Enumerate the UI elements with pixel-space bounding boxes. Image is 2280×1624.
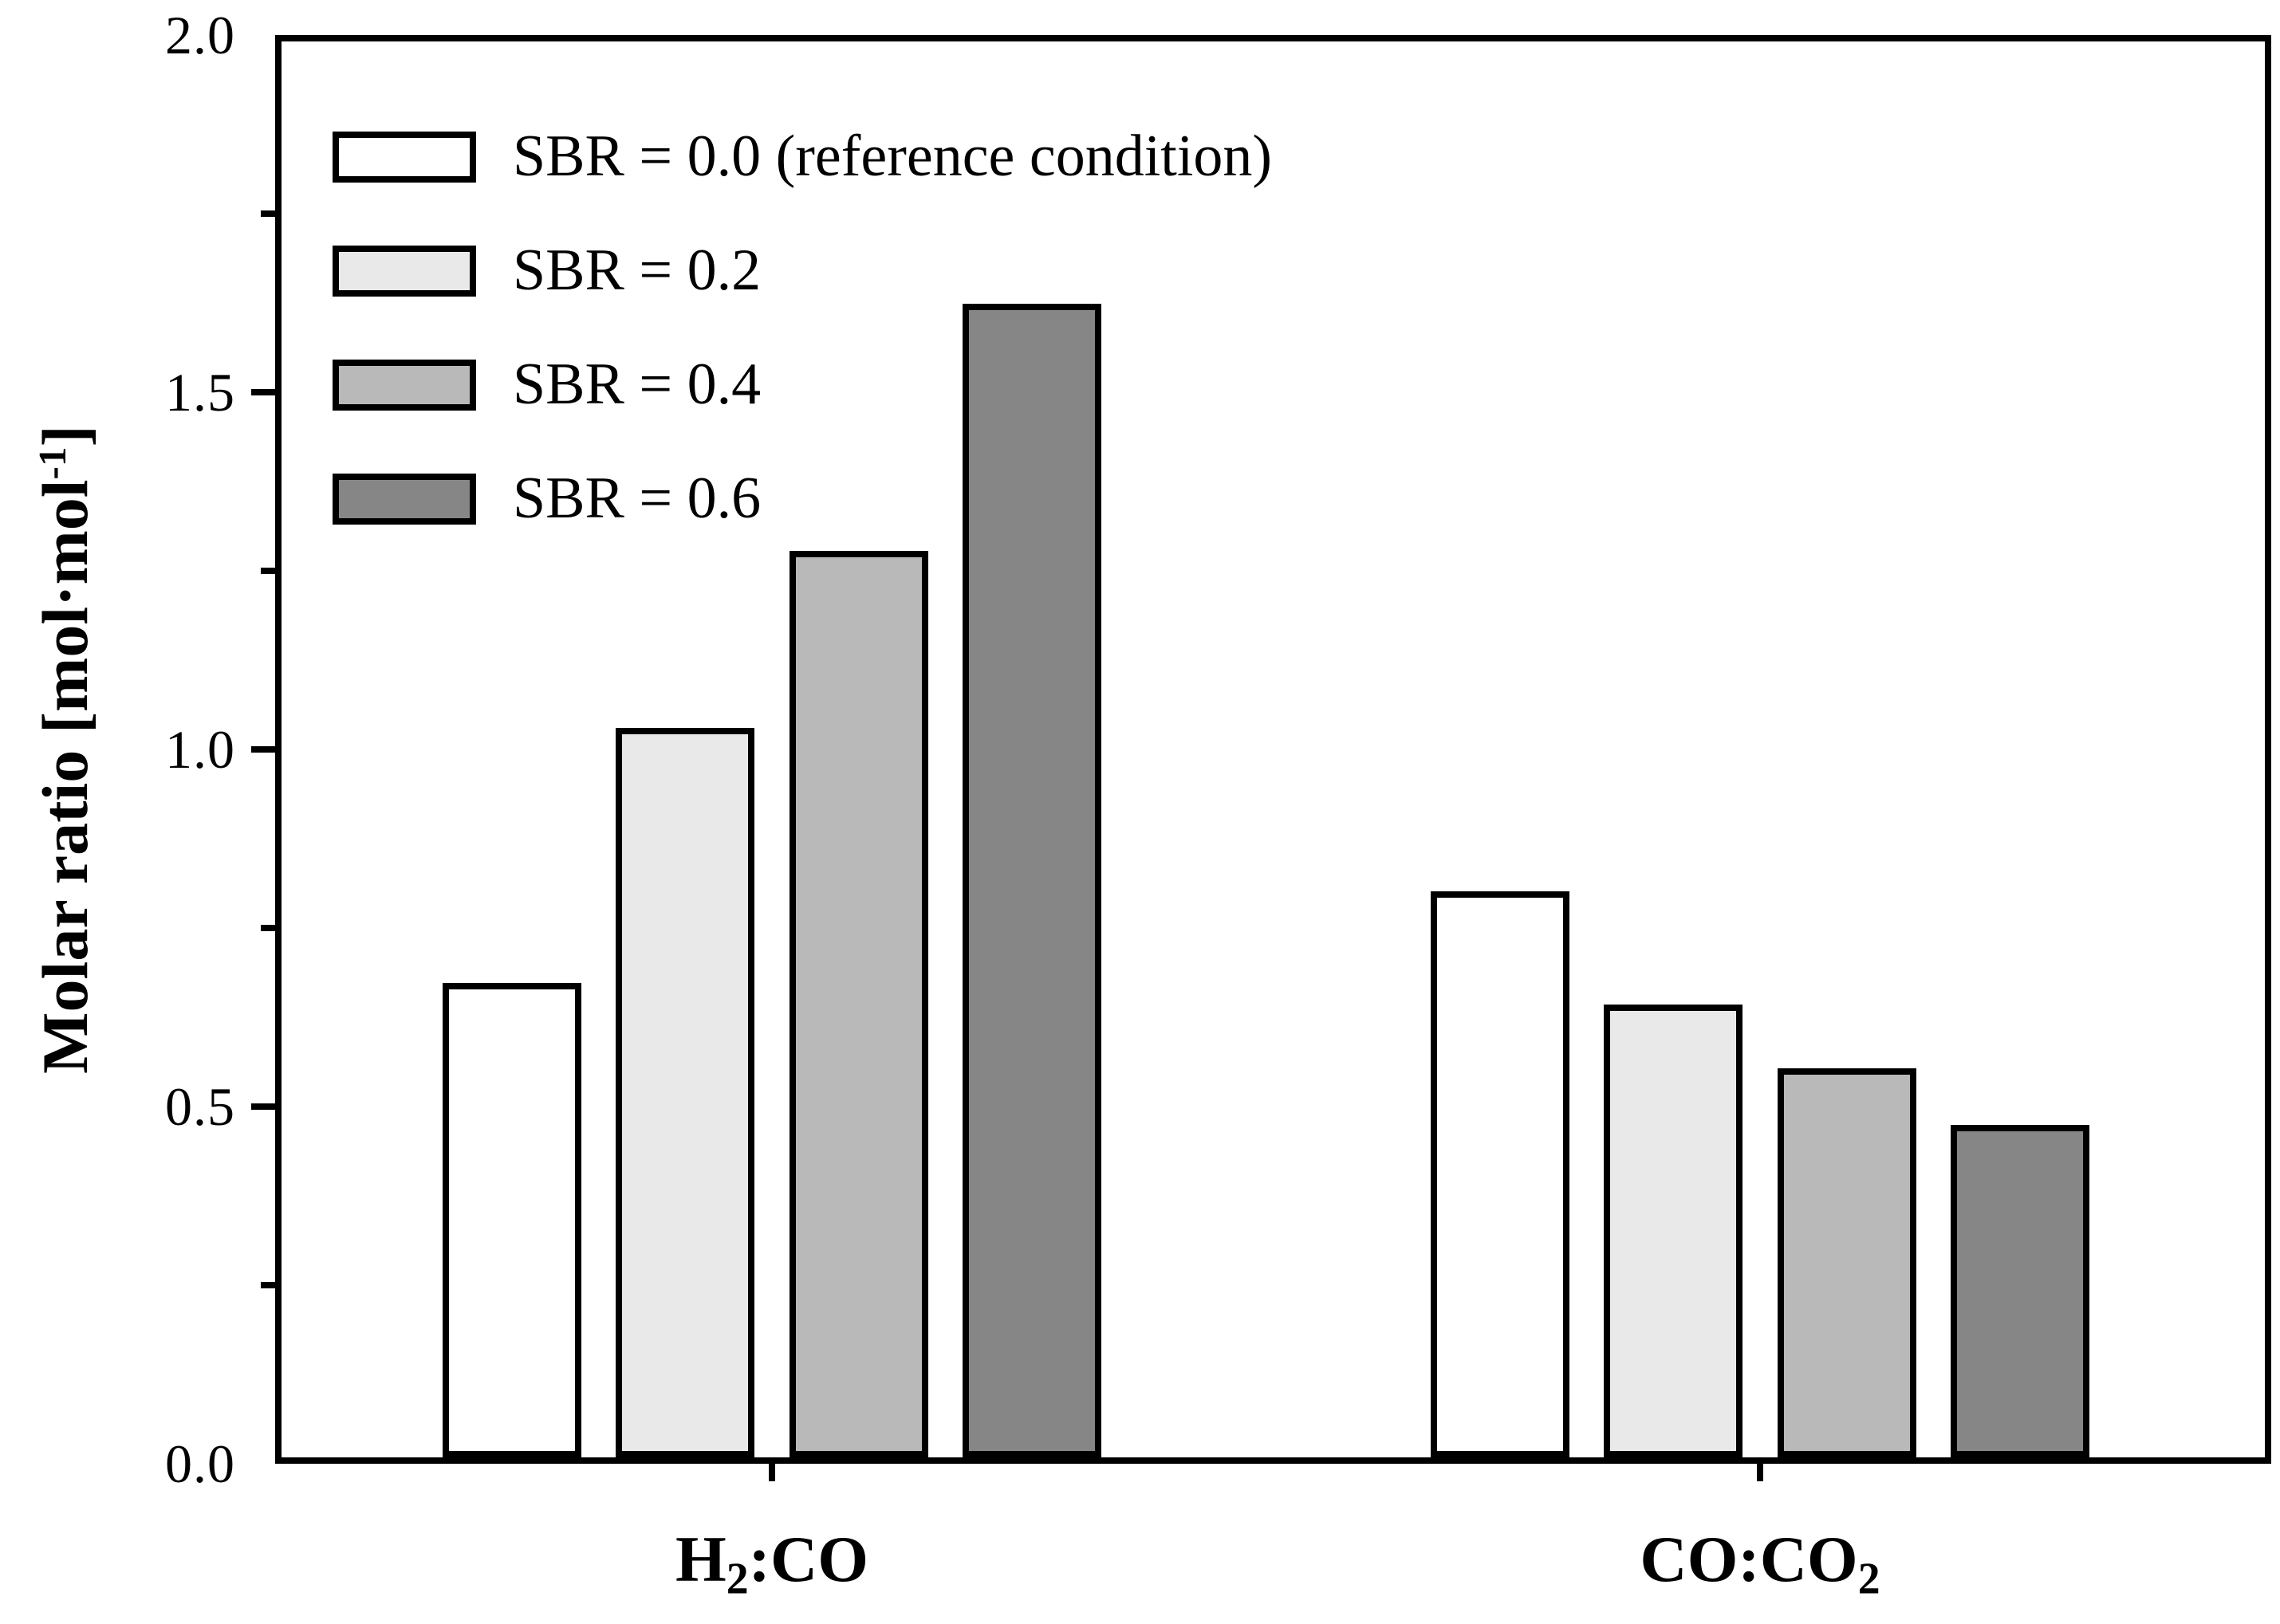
- bar-CO:CO₂-series-3: [1951, 1124, 2089, 1457]
- legend-label: SBR = 0.4: [513, 352, 762, 417]
- bar-H₂:CO-series-3: [963, 303, 1101, 1457]
- x-tick: [769, 1464, 776, 1481]
- y-minor-tick: [261, 210, 275, 217]
- y-tick-label: 0.5: [165, 1076, 235, 1137]
- x-category-label-co-co2: CO:CO2: [1481, 1520, 2039, 1601]
- bar-CO:CO₂-series-2: [1777, 1068, 1916, 1457]
- x-label-text: CO:CO: [1640, 1523, 1858, 1595]
- bar-H₂:CO-series-0: [443, 983, 581, 1457]
- x-label-subscript: 2: [1857, 1554, 1880, 1604]
- x-label-subscript: 2: [726, 1554, 749, 1604]
- bar-CO:CO₂-series-0: [1431, 891, 1569, 1457]
- plot-area: SBR = 0.0 (reference condition) SBR = 0.…: [275, 35, 2271, 1464]
- y-major-tick: [251, 1103, 275, 1110]
- legend-label: SBR = 0.0 (reference condition): [513, 124, 1273, 189]
- y-tick-label: 2.0: [165, 5, 235, 65]
- x-category-label-h2-co: H2:CO: [493, 1520, 1051, 1601]
- y-minor-tick: [261, 1282, 275, 1288]
- bar-CO:CO₂-series-1: [1604, 1004, 1743, 1457]
- legend-swatch-sbr-0.6: [333, 473, 476, 525]
- y-axis-title-superscript: -1: [30, 446, 74, 480]
- y-minor-tick: [261, 925, 275, 931]
- legend-row: SBR = 0.4: [333, 328, 1272, 442]
- legend-label: SBR = 0.2: [513, 238, 762, 303]
- y-axis-title-suffix: ]: [29, 425, 101, 447]
- legend-swatch-sbr-0.2: [333, 245, 476, 297]
- y-minor-tick: [261, 568, 275, 574]
- legend: SBR = 0.0 (reference condition) SBR = 0.…: [333, 100, 1272, 556]
- y-major-tick: [251, 389, 275, 395]
- legend-swatch-sbr-0.4: [333, 359, 476, 411]
- x-tick: [1757, 1464, 1764, 1481]
- y-tick-label: 1.5: [165, 362, 235, 423]
- y-tick-label: 0.0: [165, 1433, 235, 1494]
- legend-label: SBR = 0.6: [513, 466, 762, 531]
- x-label-text: :CO: [748, 1523, 868, 1595]
- y-tick-label: 1.0: [165, 719, 235, 780]
- legend-row: SBR = 0.2: [333, 214, 1272, 328]
- legend-row: SBR = 0.6: [333, 442, 1272, 556]
- x-label-text: H: [675, 1523, 727, 1595]
- legend-row: SBR = 0.0 (reference condition): [333, 100, 1272, 214]
- bar-H₂:CO-series-2: [789, 551, 928, 1457]
- bar-H₂:CO-series-1: [616, 728, 755, 1457]
- y-major-tick: [251, 746, 275, 753]
- legend-swatch-sbr-0.0: [333, 131, 476, 183]
